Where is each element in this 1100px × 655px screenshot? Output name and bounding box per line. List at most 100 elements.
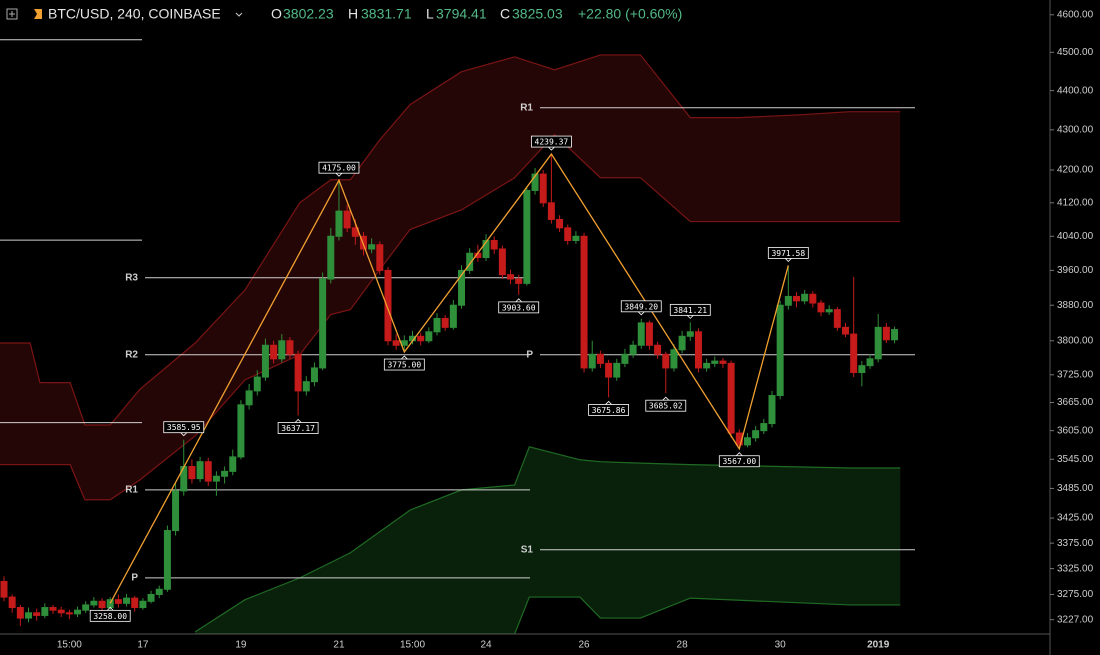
- quote-key: O: [271, 6, 282, 22]
- candle-body: [196, 461, 204, 480]
- swing-label: 4239.37: [535, 138, 569, 147]
- expand-icon[interactable]: [6, 8, 18, 20]
- y-tick-label: 4600.00: [1057, 9, 1094, 20]
- candle-body: [654, 344, 662, 355]
- y-tick-label: 3425.00: [1057, 513, 1094, 524]
- swing-label: 3971.58: [771, 249, 805, 258]
- candle-body: [891, 329, 899, 341]
- candle-body: [531, 173, 539, 191]
- expand-icon-plus: [9, 11, 15, 17]
- candle-body: [131, 597, 139, 609]
- symbol[interactable]: BTC/USD, 240, COINBASE: [48, 6, 221, 22]
- candle-body: [245, 390, 253, 406]
- candle-body: [498, 248, 506, 276]
- candle-body: [319, 278, 327, 369]
- swing-label: 3675.86: [592, 406, 626, 415]
- candle-body: [588, 353, 596, 369]
- swing-label-box: [498, 301, 540, 314]
- pivot-label: R1: [520, 102, 533, 113]
- quote-value: 3831.71: [361, 6, 412, 22]
- swing-label-pointer: [106, 606, 114, 611]
- x-tick-label: 26: [579, 640, 591, 651]
- x-tick-label: 17: [137, 640, 149, 651]
- candle-body: [768, 395, 776, 425]
- swing-label-pointer: [736, 452, 743, 457]
- quote-key: L: [426, 6, 434, 22]
- candle-body: [564, 227, 572, 241]
- candle-body: [645, 322, 653, 346]
- candle-body: [629, 344, 637, 355]
- swing-label: 3258.00: [93, 612, 127, 621]
- swing-label-pointer: [548, 146, 555, 151]
- y-tick-label: 4400.00: [1057, 85, 1094, 96]
- swing-label-pointer: [401, 355, 408, 360]
- candle-body: [163, 530, 171, 590]
- swing-label-pointer: [785, 258, 792, 262]
- y-tick-label: 3665.00: [1057, 397, 1094, 408]
- swing-label-box: [588, 404, 629, 416]
- candle-body: [490, 239, 498, 250]
- candle-body: [703, 362, 711, 369]
- candle-body: [547, 202, 555, 220]
- candle-body: [204, 461, 212, 482]
- zigzag: [109, 152, 789, 604]
- candle-body: [482, 239, 490, 259]
- candle-body: [33, 612, 41, 616]
- candle-body: [294, 353, 302, 392]
- swing-label: 3685.02: [649, 402, 683, 411]
- quote-value: 3825.03: [512, 6, 563, 22]
- candle-body: [16, 607, 24, 619]
- y-tick-label: 4500.00: [1057, 47, 1094, 58]
- candle-body: [580, 235, 588, 369]
- cloud-fill: [0, 54, 901, 500]
- candle-body: [376, 244, 384, 271]
- swing-label-box: [277, 422, 319, 434]
- pivot-label: R2: [125, 349, 138, 360]
- y-tick-label: 3485.00: [1057, 483, 1094, 494]
- cloud-lower: [195, 596, 901, 634]
- swing-label-box: [530, 135, 572, 148]
- candle-body: [433, 317, 441, 333]
- candle-body: [678, 335, 686, 351]
- y-tick-label: 3605.00: [1057, 425, 1094, 436]
- swing-label-pointer: [294, 418, 302, 423]
- candle-body: [123, 597, 131, 604]
- quote-key: C: [500, 6, 510, 22]
- candle-body: [0, 580, 8, 598]
- candle-body: [686, 331, 694, 337]
- candle-body: [49, 607, 57, 611]
- candle-body: [719, 360, 727, 364]
- candle-body: [711, 360, 719, 364]
- x-tick-label: 2019: [867, 640, 890, 651]
- candle-body: [302, 381, 310, 392]
- cloud-upper: [194, 446, 901, 633]
- candle-body: [114, 599, 122, 604]
- x-tick-label: 19: [235, 640, 247, 651]
- y-tick-label: 3375.00: [1057, 538, 1094, 549]
- candle-body: [507, 274, 515, 280]
- candle-body: [743, 437, 751, 446]
- candle-body: [605, 362, 613, 378]
- x-tick-label: 28: [677, 640, 689, 651]
- candle-body: [400, 340, 408, 346]
- pivot-label: S1: [521, 544, 534, 555]
- swing-label: 3849.20: [624, 302, 658, 311]
- candle-body: [727, 362, 735, 434]
- candle-body: [858, 365, 866, 373]
- candle-body: [792, 295, 800, 302]
- candle-body: [221, 470, 229, 477]
- candle-body: [842, 326, 850, 335]
- y-tick-label: 4120.00: [1057, 197, 1094, 208]
- x-tick-label: 15:00: [400, 640, 425, 651]
- swing-label: 3903.60: [502, 303, 536, 312]
- swing-label-box: [669, 303, 711, 316]
- candle-body: [515, 278, 523, 284]
- swing-label-box: [89, 609, 131, 622]
- swing-label-box: [318, 161, 360, 174]
- candle-body: [155, 588, 163, 595]
- cloud-fill: [195, 446, 901, 634]
- symbol-dropdown[interactable]: [235, 12, 243, 17]
- cloud-upper: [0, 54, 901, 426]
- candle-body: [65, 612, 73, 615]
